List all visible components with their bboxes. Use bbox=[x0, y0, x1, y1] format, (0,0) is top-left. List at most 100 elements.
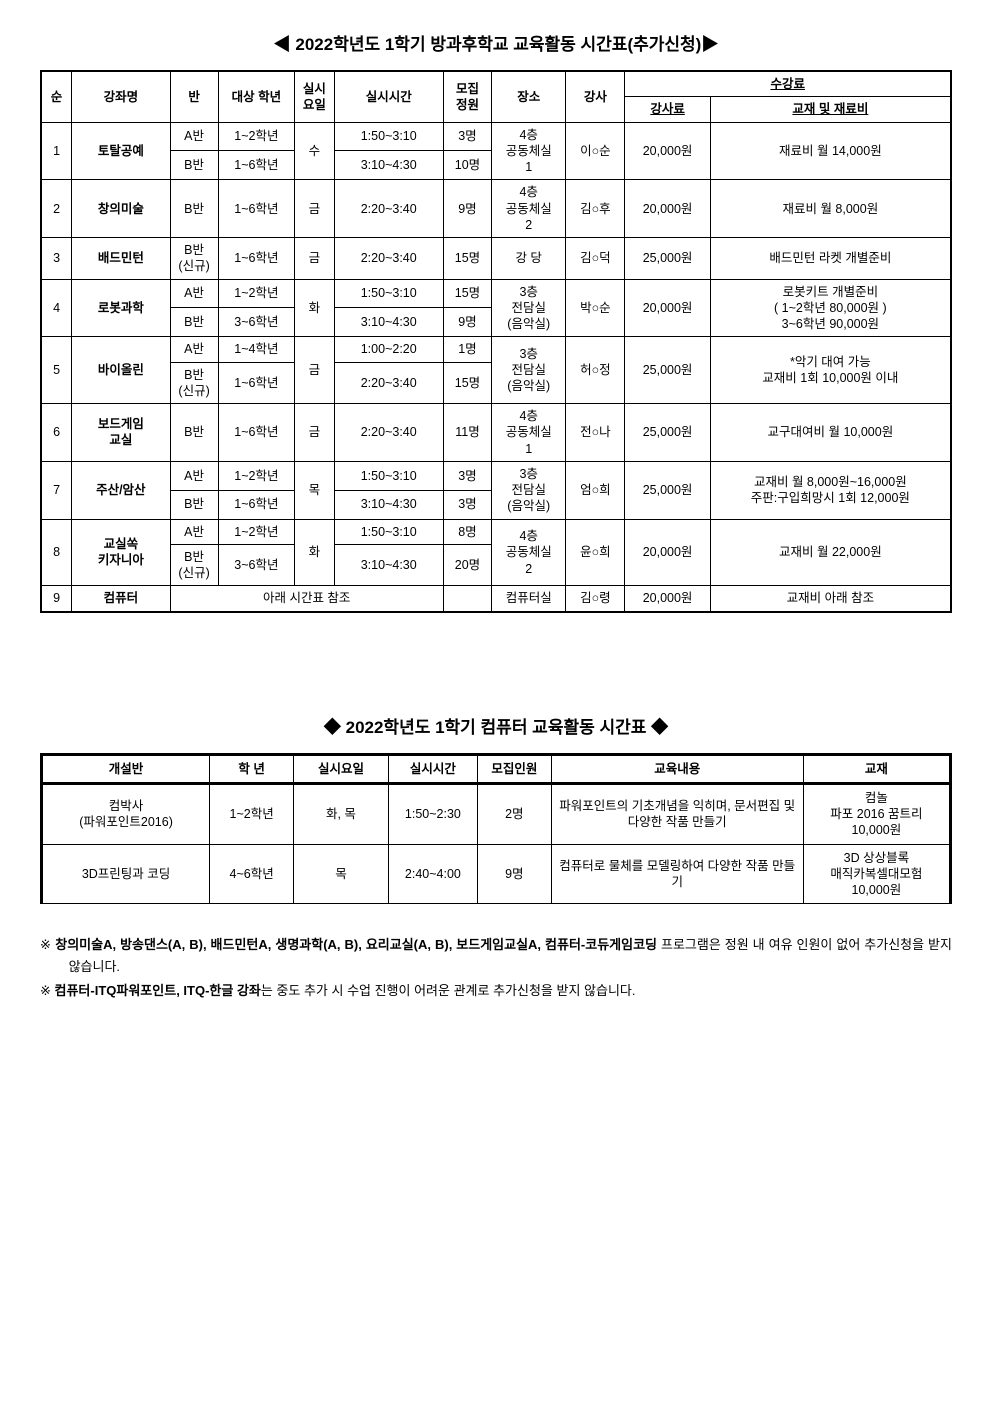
cell-class: B반(신규) bbox=[170, 362, 218, 404]
cell-tuition: 25,000원 bbox=[625, 238, 710, 280]
cell-grade: 1~4학년 bbox=[218, 337, 295, 362]
cell-class: A반 bbox=[170, 519, 218, 544]
cell-class: A반 bbox=[170, 122, 218, 151]
chdr-class: 개설반 bbox=[42, 754, 210, 783]
cell-class: B반 bbox=[170, 180, 218, 238]
cell-seq: 2 bbox=[41, 180, 72, 238]
cell-tuition: 20,000원 bbox=[625, 122, 710, 180]
cell-class: A반 bbox=[170, 279, 218, 308]
cell-place: 컴퓨터실 bbox=[492, 586, 566, 612]
cell-grade: 1~6학년 bbox=[218, 238, 295, 280]
cell-place: 3층전담실(음악실) bbox=[492, 461, 566, 519]
hdr-material: 교재 및 재료비 bbox=[710, 97, 951, 122]
cell-teacher: 박○순 bbox=[566, 279, 625, 337]
note-line: ※ 창의미술A, 방송댄스(A, B), 배드민턴A, 생명과학(A, B), … bbox=[40, 934, 952, 978]
cell-day: 금 bbox=[295, 404, 334, 462]
hdr-place: 장소 bbox=[492, 71, 566, 122]
notes-section: ※ 창의미술A, 방송댄스(A, B), 배드민턴A, 생명과학(A, B), … bbox=[40, 934, 952, 1002]
cell-day: 금 bbox=[295, 238, 334, 280]
cell-day: 금 bbox=[295, 180, 334, 238]
cell-material: 교구대여비 월 10,000원 bbox=[710, 404, 951, 462]
cell-seq: 9 bbox=[41, 586, 72, 612]
ccell-time: 2:40~4:00 bbox=[388, 844, 477, 904]
cell-span: 아래 시간표 참조 bbox=[170, 586, 443, 612]
ccell-time: 1:50~2:30 bbox=[388, 783, 477, 844]
cell-cap bbox=[443, 586, 491, 612]
cell-place: 3층전담실(음악실) bbox=[492, 279, 566, 337]
cell-course: 로봇과학 bbox=[72, 279, 170, 337]
chdr-cap: 모집인원 bbox=[478, 754, 552, 783]
cell-cap: 3명 bbox=[443, 122, 491, 151]
cell-grade: 1~2학년 bbox=[218, 279, 295, 308]
cell-time: 3:10~4:30 bbox=[334, 308, 443, 337]
cell-place: 4층공동체실2 bbox=[492, 180, 566, 238]
cell-place: 강 당 bbox=[492, 238, 566, 280]
computer-title: ◆ 2022학년도 1학기 컴퓨터 교육활동 시간표 ◆ bbox=[40, 713, 952, 738]
cell-class: B반 bbox=[170, 404, 218, 462]
hdr-teacher: 강사 bbox=[566, 71, 625, 122]
hdr-grade: 대상 학년 bbox=[218, 71, 295, 122]
chdr-grade: 학 년 bbox=[210, 754, 294, 783]
cell-grade: 1~2학년 bbox=[218, 461, 295, 490]
hdr-seq: 순 bbox=[41, 71, 72, 122]
cell-tuition: 20,000원 bbox=[625, 586, 710, 612]
cell-time: 1:50~3:10 bbox=[334, 122, 443, 151]
cell-material: 교재비 월 22,000원 bbox=[710, 519, 951, 586]
cell-material: *악기 대여 가능교재비 1회 10,000원 이내 bbox=[710, 337, 951, 404]
cell-grade: 3~6학년 bbox=[218, 308, 295, 337]
cell-place: 4층공동체실2 bbox=[492, 519, 566, 586]
cell-class: B반(신규) bbox=[170, 544, 218, 586]
cell-class: B반(신규) bbox=[170, 238, 218, 280]
cell-cap: 10명 bbox=[443, 151, 491, 180]
hdr-course: 강좌명 bbox=[72, 71, 170, 122]
cell-day: 화 bbox=[295, 519, 334, 586]
computer-schedule-table: 개설반 학 년 실시요일 실시시간 모집인원 교육내용 교재 컴박사(파워포인트… bbox=[40, 753, 952, 905]
cell-time: 1:50~3:10 bbox=[334, 461, 443, 490]
cell-grade: 1~6학년 bbox=[218, 180, 295, 238]
cell-seq: 5 bbox=[41, 337, 72, 404]
cell-grade: 1~6학년 bbox=[218, 151, 295, 180]
cell-course: 보드게임교실 bbox=[72, 404, 170, 462]
cell-day: 화 bbox=[295, 279, 334, 337]
cell-place: 3층전담실(음악실) bbox=[492, 337, 566, 404]
cell-seq: 1 bbox=[41, 122, 72, 180]
cell-seq: 3 bbox=[41, 238, 72, 280]
cell-teacher: 이○순 bbox=[566, 122, 625, 180]
ccell-book: 3D 상상블록매직카복셀대모험10,000원 bbox=[803, 844, 950, 904]
cell-time: 2:20~3:40 bbox=[334, 180, 443, 238]
ccell-content: 컴퓨터로 물체를 모델링하여 다양한 작품 만들기 bbox=[551, 844, 803, 904]
cell-day: 금 bbox=[295, 337, 334, 404]
cell-cap: 15명 bbox=[443, 362, 491, 404]
cell-teacher: 윤○희 bbox=[566, 519, 625, 586]
cell-time: 2:20~3:40 bbox=[334, 362, 443, 404]
cell-cap: 20명 bbox=[443, 544, 491, 586]
cell-time: 3:10~4:30 bbox=[334, 490, 443, 519]
cell-tuition: 25,000원 bbox=[625, 461, 710, 519]
hdr-tuition: 강사료 bbox=[625, 97, 710, 122]
cell-tuition: 25,000원 bbox=[625, 337, 710, 404]
cell-course: 토탈공예 bbox=[72, 122, 170, 180]
ccell-class: 3D프린팅과 코딩 bbox=[42, 844, 210, 904]
cell-place: 4층공동체실1 bbox=[492, 122, 566, 180]
cell-cap: 9명 bbox=[443, 308, 491, 337]
cell-tuition: 20,000원 bbox=[625, 279, 710, 337]
ccell-class: 컴박사(파워포인트2016) bbox=[42, 783, 210, 844]
cell-grade: 1~6학년 bbox=[218, 362, 295, 404]
cell-seq: 6 bbox=[41, 404, 72, 462]
cell-seq: 8 bbox=[41, 519, 72, 586]
cell-cap: 9명 bbox=[443, 180, 491, 238]
cell-cap: 15명 bbox=[443, 279, 491, 308]
cell-material: 재료비 월 8,000원 bbox=[710, 180, 951, 238]
cell-time: 3:10~4:30 bbox=[334, 151, 443, 180]
cell-cap: 3명 bbox=[443, 490, 491, 519]
ccell-day: 목 bbox=[294, 844, 389, 904]
chdr-book: 교재 bbox=[803, 754, 950, 783]
cell-time: 1:50~3:10 bbox=[334, 519, 443, 544]
ccell-cap: 9명 bbox=[478, 844, 552, 904]
cell-material: 재료비 월 14,000원 bbox=[710, 122, 951, 180]
cell-teacher: 김○덕 bbox=[566, 238, 625, 280]
cell-teacher: 김○령 bbox=[566, 586, 625, 612]
cell-tuition: 20,000원 bbox=[625, 519, 710, 586]
ccell-book: 컴놀파포 2016 꿈트리10,000원 bbox=[803, 783, 950, 844]
cell-course: 배드민턴 bbox=[72, 238, 170, 280]
